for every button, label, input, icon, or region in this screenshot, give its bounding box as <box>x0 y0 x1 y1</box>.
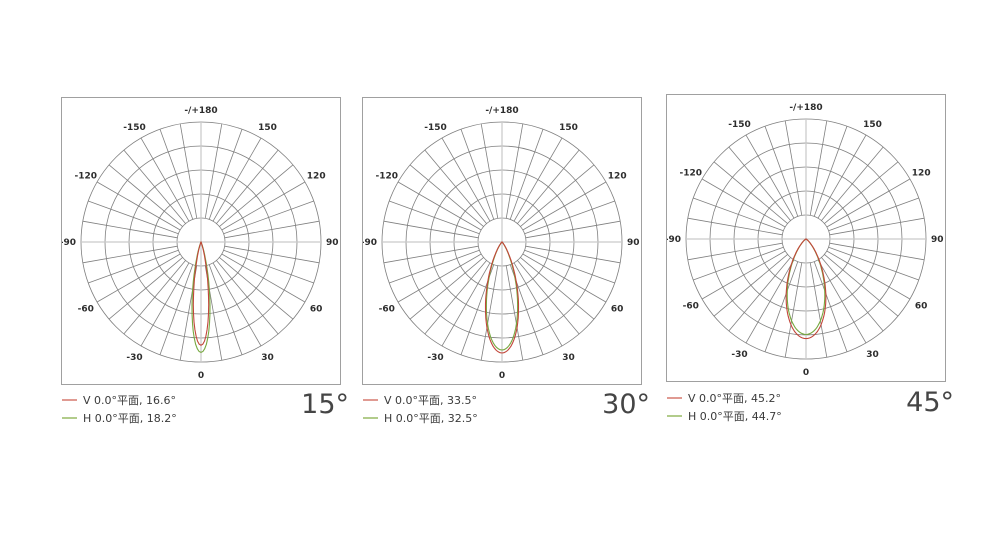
intensity-curves <box>191 241 211 354</box>
svg-text:90: 90 <box>931 235 944 245</box>
svg-text:120: 120 <box>912 169 931 179</box>
beam-angle-title-30: 30° <box>602 389 650 420</box>
svg-text:-120: -120 <box>680 169 703 179</box>
svg-text:-150: -150 <box>123 123 146 133</box>
svg-text:-30: -30 <box>731 350 747 360</box>
svg-text:-/+180: -/+180 <box>184 106 217 116</box>
svg-text:-120: -120 <box>75 172 98 182</box>
legend-label-h: H 0.0°平面, 32.5° <box>384 412 478 425</box>
svg-text:120: 120 <box>307 172 326 182</box>
h-line-swatch-icon <box>363 417 378 419</box>
polar-chart-box-45: -/+180 -150 150 -120 120 -90 90 -60 60 -30 30 0 <box>666 94 946 382</box>
angle-labels: -/+180 -150 150 -120 120 -90 90 -60 60 -30 30 0 <box>667 103 944 378</box>
curve-v <box>785 238 827 340</box>
svg-text:-30: -30 <box>427 353 443 363</box>
svg-text:-/+180: -/+180 <box>789 103 822 113</box>
legend-row-h: H 0.0°平面, 18.2° <box>62 409 292 427</box>
polar-chart-box-30: -/+180 -150 150 -120 120 -90 90 -60 60 -30 30 0 <box>362 97 642 385</box>
svg-text:0: 0 <box>198 371 204 381</box>
svg-text:30: 30 <box>562 353 575 363</box>
svg-text:90: 90 <box>326 238 339 248</box>
legend-label-v: V 0.0°平面, 45.2° <box>688 392 782 405</box>
legend-label-v: V 0.0°平面, 16.6° <box>83 394 177 407</box>
h-line-swatch-icon <box>62 417 77 419</box>
h-line-swatch-icon <box>667 415 682 417</box>
beam-angle-title-15: 15° <box>301 389 349 420</box>
legend-label-h: H 0.0°平面, 44.7° <box>688 410 782 423</box>
legend-label-h: H 0.0°平面, 18.2° <box>83 412 177 425</box>
svg-text:-60: -60 <box>683 302 699 312</box>
beam-angle-title-45: 45° <box>906 387 954 418</box>
legend-row-h: H 0.0°平面, 44.7° <box>667 407 897 425</box>
svg-text:-150: -150 <box>728 120 751 130</box>
angle-labels: -/+180 -150 150 -120 120 -90 90 -60 60 -30 30 0 <box>62 106 339 381</box>
svg-text:90: 90 <box>627 238 640 248</box>
legend-row-h: H 0.0°平面, 32.5° <box>363 409 593 427</box>
svg-text:-60: -60 <box>379 305 395 315</box>
svg-text:0: 0 <box>803 368 809 378</box>
svg-text:-120: -120 <box>376 172 399 182</box>
svg-text:150: 150 <box>863 120 882 130</box>
svg-text:60: 60 <box>611 305 624 315</box>
svg-text:30: 30 <box>261 353 274 363</box>
curve-v <box>192 241 210 346</box>
svg-text:-60: -60 <box>78 305 94 315</box>
legend-30: V 0.0°平面, 33.5° H 0.0°平面, 32.5° <box>363 391 593 427</box>
svg-text:-90: -90 <box>62 238 76 248</box>
polar-chart-box-15: -/+180 -150 150 -120 120 -90 90 -60 60 -30 30 0 <box>61 97 341 385</box>
v-line-swatch-icon <box>667 397 682 399</box>
legend-row-v: V 0.0°平面, 33.5° <box>363 391 593 409</box>
svg-text:-30: -30 <box>126 353 142 363</box>
svg-text:60: 60 <box>310 305 323 315</box>
legend-15: V 0.0°平面, 16.6° H 0.0°平面, 18.2° <box>62 391 292 427</box>
svg-text:60: 60 <box>915 302 928 312</box>
legend-45: V 0.0°平面, 45.2° H 0.0°平面, 44.7° <box>667 389 897 425</box>
svg-text:-/+180: -/+180 <box>485 106 518 116</box>
polar-chart-svg-30: -/+180 -150 150 -120 120 -90 90 -60 60 -30 30 0 <box>363 106 640 381</box>
svg-text:-90: -90 <box>667 235 681 245</box>
svg-text:-90: -90 <box>363 238 377 248</box>
polar-chart-svg-15: -/+180 -150 150 -120 120 -90 90 -60 60 -30 30 0 <box>62 106 339 381</box>
angle-labels: -/+180 -150 150 -120 120 -90 90 -60 60 -30 30 0 <box>363 106 640 381</box>
v-line-swatch-icon <box>363 399 378 401</box>
legend-row-v: V 0.0°平面, 16.6° <box>62 391 292 409</box>
intensity-curves <box>785 238 827 340</box>
intensity-curves <box>484 241 520 354</box>
curve-v <box>484 241 520 354</box>
legend-label-v: V 0.0°平面, 33.5° <box>384 394 478 407</box>
legend-row-v: V 0.0°平面, 45.2° <box>667 389 897 407</box>
svg-text:150: 150 <box>559 123 578 133</box>
svg-text:-150: -150 <box>424 123 447 133</box>
svg-text:30: 30 <box>866 350 879 360</box>
svg-text:150: 150 <box>258 123 277 133</box>
v-line-swatch-icon <box>62 399 77 401</box>
polar-chart-svg-45: -/+180 -150 150 -120 120 -90 90 -60 60 -30 30 0 <box>667 103 944 378</box>
svg-text:0: 0 <box>499 371 505 381</box>
svg-text:120: 120 <box>608 172 627 182</box>
